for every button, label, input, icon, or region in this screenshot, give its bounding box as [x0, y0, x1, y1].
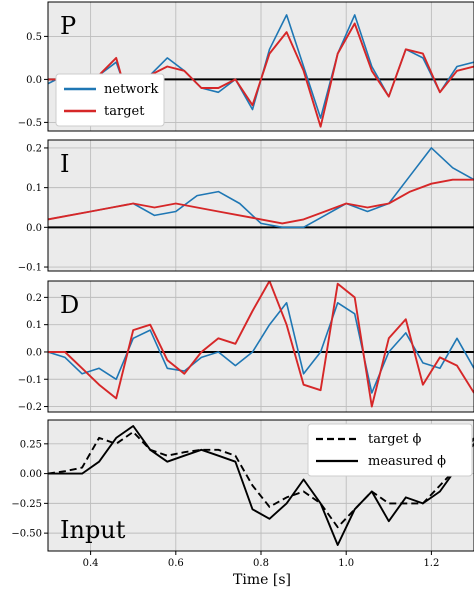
x-tick-label: 0.4 — [83, 558, 99, 569]
series-group — [48, 14, 474, 128]
y-tick-label: −0.1 — [18, 263, 42, 274]
y-tick-label: 0.0 — [26, 223, 42, 234]
x-axis-label: Time [s] — [233, 572, 291, 588]
legend-label-network: network — [104, 82, 158, 97]
panel-d: 0.2 0.1 0.0 −0.1 −0.2 D — [18, 280, 474, 413]
series-line-measured — [48, 425, 474, 546]
panel-label: D — [60, 291, 79, 319]
series-group — [48, 425, 474, 546]
panel-i: 0.2 0.1 0.0 −0.1 I — [18, 139, 474, 274]
y-tick-label: 0.2 — [26, 143, 42, 154]
series-line-target — [48, 281, 474, 408]
y-tick-label: −0.2 — [18, 402, 42, 413]
y-tick-label: −0.5 — [18, 118, 42, 129]
x-tick-label: 1.0 — [338, 558, 354, 569]
y-tick-label: 0.1 — [26, 183, 42, 194]
y-tick-label: 0.00 — [20, 469, 42, 480]
series-line-target — [48, 22, 474, 128]
panel-label: I — [60, 150, 69, 178]
legend-box — [307, 423, 473, 477]
legend-box — [55, 73, 165, 127]
y-tick-label: −0.25 — [11, 499, 42, 510]
series-line-network — [48, 302, 474, 394]
x-tick-label: 1.2 — [423, 558, 439, 569]
panel-label: P — [60, 12, 76, 40]
panel-label: Input — [60, 516, 126, 544]
legend: target ϕ measured ϕ — [307, 423, 473, 477]
y-tick-label: 0.0 — [26, 75, 42, 86]
y-tick-label: 0.0 — [26, 347, 42, 358]
y-tick-label: −0.50 — [11, 529, 42, 540]
panel-input: 0.25 0.00 −0.25 −0.50 0.4 0.6 0.8 1.0 1.2 Input ta… — [11, 419, 474, 569]
legend-label-target: target ϕ — [368, 432, 422, 447]
y-tick-label: 0.25 — [20, 439, 42, 450]
legend-label-measured: measured ϕ — [368, 454, 446, 469]
y-tick-label: −0.1 — [18, 375, 42, 386]
series-line-target — [48, 430, 474, 529]
x-tick-label: 0.8 — [253, 558, 269, 569]
plot-frame — [47, 139, 474, 272]
legend: network target — [55, 73, 165, 127]
y-tick-label: 0.5 — [26, 32, 42, 43]
y-tick-label: 0.2 — [26, 293, 42, 304]
y-tick-label: 0.1 — [26, 320, 42, 331]
plot-frame — [47, 1, 474, 132]
series-group — [48, 281, 474, 408]
legend-label-target: target — [104, 104, 145, 119]
series-line-target — [48, 178, 474, 225]
x-tick-label: 0.6 — [168, 558, 184, 569]
series-group — [48, 147, 474, 229]
plot-frame — [47, 280, 474, 413]
